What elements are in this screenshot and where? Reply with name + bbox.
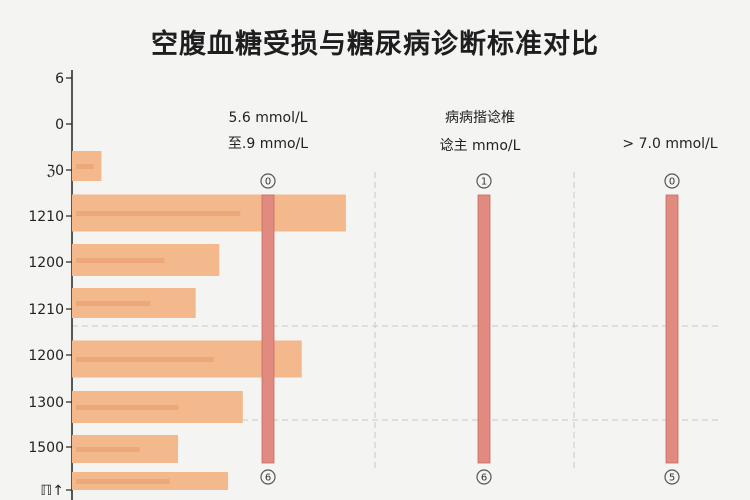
bar-highlight: [76, 164, 94, 169]
top-marker-label: 0: [265, 177, 271, 188]
threshold-column[interactable]: [261, 194, 275, 464]
top-marker-label: 0: [669, 177, 675, 188]
y-tick-label: 1210: [28, 209, 64, 225]
bottom-marker: [664, 469, 680, 485]
threshold-column[interactable]: [665, 194, 679, 464]
column-annotation: > 7.0 mmol/L: [622, 136, 717, 152]
y-tick-label: 1210: [28, 302, 64, 318]
bar-highlight: [76, 301, 151, 306]
top-marker: [476, 173, 492, 189]
y-tick-label: 1200: [28, 255, 64, 271]
chart-title: 空腹血糖受损与糖尿病诊断标准对比: [151, 29, 599, 60]
bottom-marker: [476, 469, 492, 485]
y-tick-label: 1500: [28, 440, 64, 456]
bottom-marker: [260, 469, 276, 485]
bottom-marker-label: 6: [481, 473, 487, 484]
bottom-marker-label: 5: [669, 473, 675, 484]
bar-highlight: [76, 211, 241, 216]
column-annotation: 5.6 mmol/L: [229, 110, 308, 126]
bottom-marker-label: 6: [265, 473, 271, 484]
bar-highlight: [76, 357, 214, 362]
y-tick-label: ℨ0: [46, 163, 64, 179]
column-annotation: 至.9 mmo/L: [228, 136, 308, 152]
top-marker-label: 1: [481, 177, 487, 188]
y-tick-label: 6: [55, 71, 64, 87]
bar-highlight: [76, 479, 170, 484]
bar-highlight: [76, 405, 179, 410]
y-tick-label: ℿ↑: [40, 483, 64, 499]
top-marker: [664, 173, 680, 189]
y-tick-label: 1300: [28, 395, 64, 411]
bar-highlight: [76, 447, 140, 452]
column-annotation: 病病揩谂椎: [445, 110, 515, 126]
column-annotation: 谂主 mmo/L: [440, 138, 521, 154]
bar-highlight: [76, 258, 165, 263]
threshold-column[interactable]: [477, 194, 491, 464]
y-tick-label: 0: [55, 117, 64, 133]
y-tick-label: 1200: [28, 348, 64, 364]
top-marker: [260, 173, 276, 189]
